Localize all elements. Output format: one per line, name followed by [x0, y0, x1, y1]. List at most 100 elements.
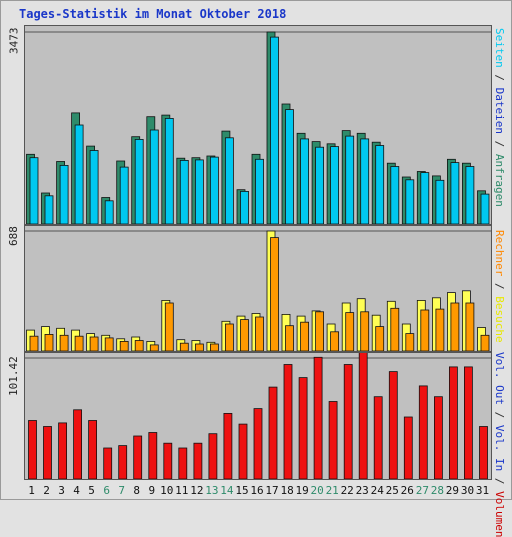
bar-volumen-day-22: [343, 364, 353, 479]
day-label-13: 13: [205, 484, 219, 497]
day-label-17: 17: [265, 484, 279, 497]
bar-volumen-day-21: [328, 401, 338, 479]
bar-rechner-day-14: [224, 323, 234, 351]
bar-seiten-day-3: [59, 164, 69, 224]
bar-volumen-day-10: [163, 442, 173, 479]
day-label-19: 19: [295, 484, 309, 497]
day-label-8: 8: [133, 484, 140, 497]
bar-rechner-day-30: [465, 302, 475, 351]
bar-seiten-day-20: [315, 146, 325, 224]
requests-chart-panel: [24, 25, 492, 225]
day-label-9: 9: [148, 484, 156, 497]
bar-rechner-day-28: [435, 308, 445, 351]
bar-volumen-day-2: [43, 426, 52, 479]
legend-separator: /: [493, 404, 506, 425]
bar-seiten-day-16: [255, 158, 264, 224]
legend-vol-out: Vol. Out: [493, 352, 506, 405]
legend-separator: /: [493, 67, 506, 88]
bar-seiten-day-15: [240, 190, 249, 224]
bar-volumen-day-23: [358, 353, 368, 479]
day-label-5: 5: [88, 484, 95, 497]
bar-rechner-day-4: [74, 335, 84, 351]
volume-chart: [25, 353, 491, 479]
volume-chart-panel: [24, 352, 492, 480]
day-axis: 1 2 3 4 5 6 7 8 9 10 11 12 13 14 15 16 17 18 19 20 21 22 23 24 2…: [24, 484, 490, 497]
bar-seiten-day-19: [300, 138, 310, 224]
bar-seiten-day-10: [164, 118, 174, 224]
visits-max-label: 688: [7, 226, 20, 246]
bar-rechner-day-29: [450, 302, 460, 351]
bar-rechner-day-3: [59, 334, 69, 351]
bar-rechner-day-16: [255, 316, 264, 351]
day-label-27: 27: [415, 484, 430, 497]
day-label-30: 30: [460, 484, 475, 497]
bar-volumen-day-12: [193, 442, 203, 479]
bar-seiten-day-17: [270, 36, 279, 224]
requests-max-label: 3473: [7, 27, 20, 55]
day-label-28: 28: [430, 484, 445, 497]
day-label-21: 21: [325, 484, 339, 497]
day-label-26: 26: [400, 484, 414, 497]
bar-rechner-day-10: [164, 302, 174, 351]
bar-rechner-day-12: [194, 343, 204, 351]
bar-volumen-day-13: [208, 433, 218, 479]
bar-seiten-day-28: [435, 179, 445, 224]
bar-volumen-day-5: [88, 420, 97, 479]
bar-seiten-day-1: [29, 157, 39, 224]
day-label-20: 20: [310, 484, 324, 497]
bar-seiten-day-8: [134, 139, 144, 224]
bar-seiten-day-30: [465, 166, 475, 224]
bar-volumen-day-15: [238, 423, 248, 479]
day-label-10: 10: [160, 484, 174, 497]
bar-volumen-day-1: [28, 420, 37, 479]
bar-volumen-day-30: [463, 366, 473, 479]
bar-rechner-day-27: [420, 309, 430, 351]
bar-volumen-day-17: [268, 386, 278, 479]
bar-rechner-day-11: [179, 342, 189, 351]
bar-volumen-day-26: [403, 416, 413, 479]
bar-seiten-day-11: [179, 159, 189, 224]
bar-volumen-day-16: [253, 408, 263, 479]
bar-seiten-day-31: [480, 193, 490, 224]
bar-rechner-day-6: [104, 337, 114, 351]
bar-rechner-day-1: [29, 335, 39, 351]
day-label-23: 23: [355, 484, 369, 497]
bar-volumen-day-25: [388, 371, 398, 479]
bar-rechner-day-8: [134, 340, 144, 351]
legend-separator: /: [493, 133, 506, 154]
bar-seiten-day-5: [89, 150, 99, 224]
bar-volumen-day-7: [118, 445, 128, 479]
bar-seiten-day-13: [209, 156, 219, 224]
bar-volumen-day-24: [373, 396, 383, 479]
bar-volumen-day-29: [448, 366, 458, 479]
bar-rechner-day-20: [315, 311, 325, 351]
bar-volumen-day-18: [283, 364, 293, 479]
bar-seiten-day-4: [74, 124, 84, 224]
bar-seiten-day-23: [360, 138, 370, 224]
volume-max-label: 101.42: [7, 356, 20, 396]
bar-rechner-day-15: [240, 319, 249, 351]
legend-besuche: Besuche: [493, 296, 506, 343]
bar-seiten-day-22: [345, 135, 355, 224]
bar-rechner-day-18: [285, 325, 294, 351]
bar-rechner-day-7: [119, 341, 129, 351]
bar-rechner-day-22: [345, 312, 355, 351]
bar-volumen-day-28: [433, 396, 443, 479]
legend-separator: /: [493, 276, 506, 297]
day-label-4: 4: [73, 484, 80, 497]
visits-chart-panel: [24, 225, 492, 352]
bar-rechner-day-31: [480, 334, 490, 351]
bar-rechner-day-2: [44, 334, 54, 351]
bar-volumen-day-8: [133, 435, 143, 479]
bar-seiten-day-9: [149, 129, 159, 224]
day-label-14: 14: [220, 484, 234, 497]
bar-rechner-day-17: [270, 237, 279, 351]
legend-rechner: Rechner: [493, 230, 506, 277]
visits-chart: [25, 230, 491, 351]
bar-volumen-day-11: [178, 447, 188, 479]
page-title: Tages-Statistik im Monat Oktober 2018: [19, 7, 287, 21]
bar-seiten-day-26: [405, 179, 415, 224]
legend-anfragen: Anfragen: [493, 153, 506, 207]
bar-volumen-day-19: [298, 377, 308, 479]
bar-seiten-day-27: [420, 172, 430, 224]
